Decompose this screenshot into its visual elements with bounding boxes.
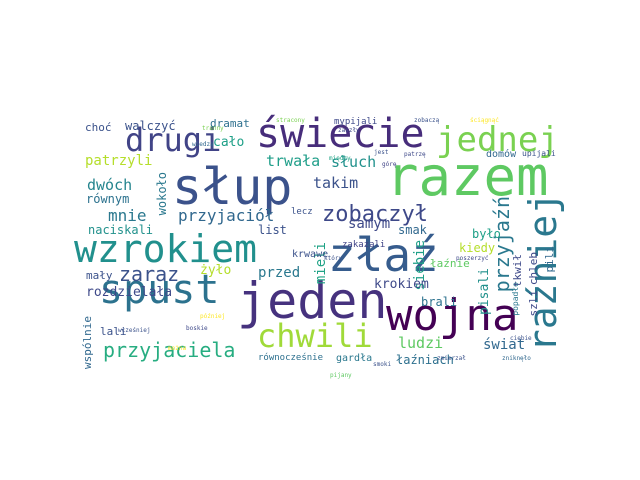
word-chwili: chwili	[257, 317, 373, 355]
word-ciebie: ciebie	[510, 335, 532, 342]
word-laznie: łaźnie	[430, 257, 470, 270]
word-jednej: jednej	[436, 120, 559, 160]
word-kiedy: kiedy	[459, 241, 496, 255]
word-chleb: chleb	[527, 252, 540, 286]
word-krwawe: krwawe	[292, 249, 329, 260]
word-poszerzyc: poszerzyć	[456, 255, 489, 262]
word-maly: mały	[86, 269, 113, 282]
word-slup: słup	[172, 158, 293, 216]
word-popadlo: popadło	[511, 282, 520, 316]
word-przyjaciela: przyjaciela	[103, 338, 236, 362]
word-przed: przed	[258, 265, 301, 281]
word-wojna: wojna	[386, 290, 519, 341]
word-szli: szli	[527, 290, 540, 317]
word-boskie: boskie	[186, 325, 208, 332]
word-stracony: stracony	[276, 117, 305, 124]
word-mnie: mnie	[108, 206, 147, 225]
word-mypijali: mypijali	[334, 117, 378, 127]
word-gardla: gardła	[336, 353, 373, 364]
word-lecz: lecz	[291, 207, 313, 217]
word-jeden: jeden	[237, 272, 388, 330]
word-wokolo: wokoło	[155, 172, 169, 216]
word-takim: takim	[313, 174, 359, 192]
word-choc: choć	[85, 121, 112, 134]
word-tranny: tranny	[202, 125, 224, 132]
word-bylo: było	[472, 227, 501, 241]
word-miedzy: między	[329, 155, 351, 162]
word-krokiem: krokiem	[374, 277, 429, 292]
word-swiat: świat	[483, 337, 526, 353]
word-list: list	[258, 223, 287, 237]
word-przyjaciol: przyjaciół	[178, 206, 275, 225]
word-rownoczesnie: równocześnie	[258, 353, 324, 363]
word-naciskali: naciskali	[88, 223, 154, 237]
word-patrze: patrzę	[404, 151, 426, 158]
word-trwala: trwała	[266, 152, 321, 170]
word-walczyc: walczyć	[125, 119, 176, 133]
word-wspolnie: wspólnie	[81, 316, 94, 369]
word-rozdzielala: rozdzielała	[86, 285, 173, 300]
word-smoki: smoki	[373, 361, 392, 368]
word-zaraz: zaraz	[119, 262, 180, 286]
word-zniknelo: zniknęło	[502, 355, 531, 362]
word-wiedza: wiedzą	[192, 141, 214, 148]
word-pozniej: później	[200, 313, 226, 320]
word-wczesniej: wcześniej	[118, 327, 151, 334]
word-zobaczyl: zobaczył	[322, 202, 428, 227]
word-patrzyli: patrzyli	[85, 153, 153, 169]
word-zobacza: zobaczą	[414, 117, 440, 124]
word-zakazali: zakazali	[342, 240, 386, 250]
word-pijany: pijany	[330, 372, 352, 379]
word-spust: spust	[99, 267, 220, 313]
word-sciagnac: ściągnąć	[470, 117, 499, 124]
word-dramat: dramat	[210, 117, 250, 130]
word-upijali: upijali	[522, 149, 556, 158]
word-razem: razem	[386, 145, 549, 208]
word-mozna: można	[168, 345, 187, 352]
word-brali: brali	[421, 295, 458, 309]
word-dwoch: dwóch	[87, 176, 133, 194]
word-pili: pili	[543, 246, 556, 273]
word-zmierzal: zmierzał	[437, 355, 466, 362]
word-zylo: żyło	[200, 263, 232, 278]
word-samym: samym	[348, 216, 391, 232]
word-gore: górę	[382, 161, 397, 168]
word-ktory: który	[324, 255, 343, 262]
word-lazniach: łaźniach	[396, 353, 454, 367]
word-drugi: drugi	[125, 121, 222, 159]
word-jest: jest	[374, 149, 389, 156]
word-smak: smak	[398, 223, 427, 237]
word-domow: domów	[486, 149, 517, 160]
word-sluch: słuch	[331, 153, 377, 171]
word-wzrokiem: wzrokiem	[74, 227, 258, 271]
word-zlaz: złaź	[328, 228, 439, 282]
word-lali: lali	[100, 325, 127, 338]
word-swiecie: świecie	[256, 111, 425, 157]
word-calo: cało	[213, 135, 245, 150]
word-ludzi: ludzi	[398, 334, 444, 352]
word-zaszly: zaszły	[338, 127, 360, 134]
word-rownym: równym	[86, 192, 130, 206]
word-pisali: pisali	[477, 268, 492, 315]
